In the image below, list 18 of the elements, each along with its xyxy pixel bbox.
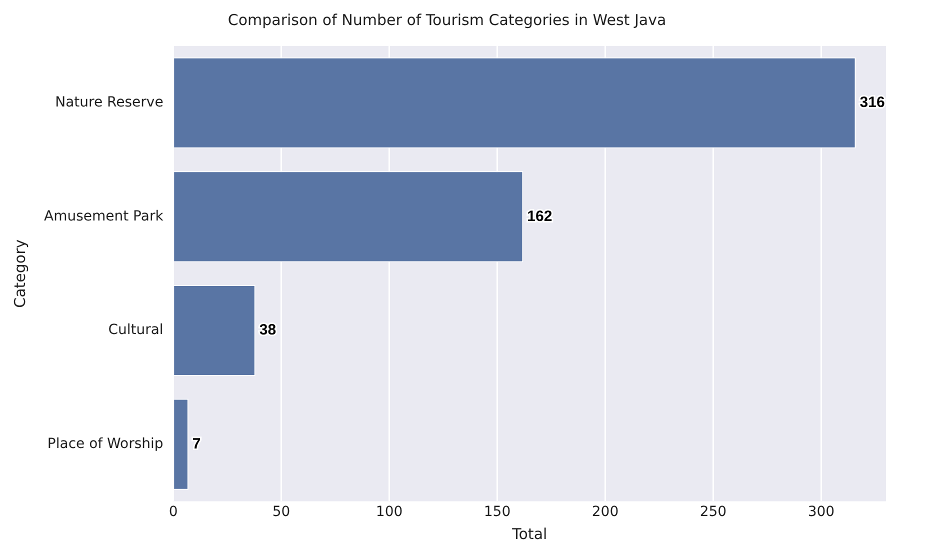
x-tick-label: 50 bbox=[272, 504, 290, 520]
x-tick-label: 100 bbox=[376, 504, 403, 520]
x-tick-label: 300 bbox=[808, 504, 835, 520]
x-tick-label: 0 bbox=[168, 504, 178, 520]
x-tick-label: 250 bbox=[700, 504, 727, 520]
data-label: 38 bbox=[259, 322, 276, 339]
y-tick-label: Cultural bbox=[108, 322, 164, 338]
y-tick-label: Amusement Park bbox=[44, 208, 164, 224]
data-label: 316 bbox=[860, 94, 885, 112]
y-tick-label: Nature Reserve bbox=[55, 94, 164, 111]
x-axis-title: Total bbox=[511, 524, 548, 543]
y-tick-label: Place of Worship bbox=[47, 436, 164, 452]
y-axis-title: Category bbox=[10, 239, 29, 308]
data-label: 7 bbox=[192, 435, 201, 452]
chart-title: Comparison of Number of Tourism Categories in West Java bbox=[228, 10, 666, 29]
x-tick-label: 200 bbox=[592, 504, 619, 520]
x-tick-label: 150 bbox=[484, 504, 511, 520]
data-label: 162 bbox=[527, 208, 552, 225]
